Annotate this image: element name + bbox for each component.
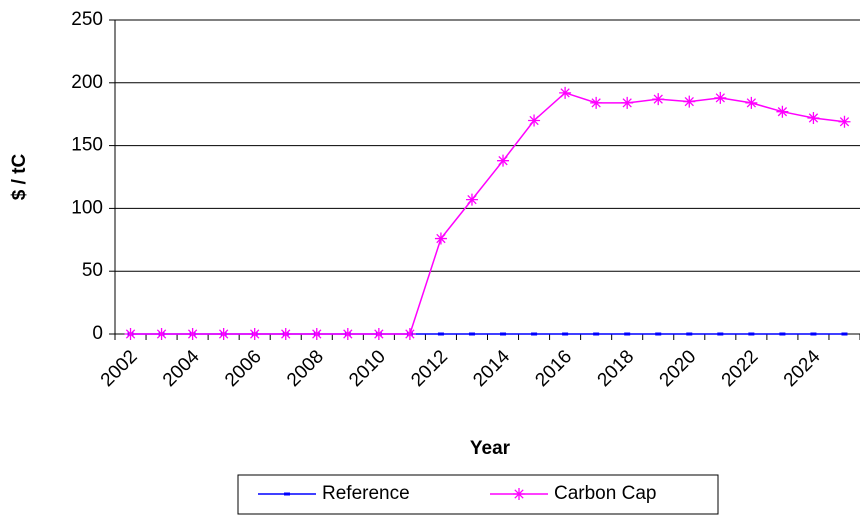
- marker: [497, 154, 510, 167]
- marker: [776, 105, 789, 118]
- legend-marker: [513, 488, 525, 500]
- marker: [559, 86, 572, 99]
- marker: [686, 332, 693, 336]
- marker: [531, 332, 538, 336]
- marker: [437, 332, 444, 336]
- marker: [590, 96, 603, 109]
- marker: [621, 96, 634, 109]
- marker: [341, 328, 354, 340]
- marker: [810, 332, 817, 336]
- x-tick-label: 2020: [656, 346, 701, 391]
- x-tick-label: 2004: [159, 346, 204, 391]
- y-tick-label: 50: [82, 260, 103, 281]
- marker: [652, 93, 665, 106]
- marker: [807, 111, 820, 124]
- x-tick-label: 2008: [283, 346, 328, 391]
- marker: [155, 328, 168, 340]
- marker: [434, 232, 447, 245]
- marker: [124, 328, 137, 340]
- marker: [279, 328, 292, 340]
- marker: [593, 332, 600, 336]
- marker: [403, 328, 416, 340]
- x-tick-label: 2006: [221, 346, 266, 391]
- x-tick-label: 2016: [531, 346, 576, 391]
- x-tick-label: 2024: [780, 346, 825, 391]
- x-tick-label: 2010: [345, 346, 390, 391]
- y-tick-label: 0: [92, 323, 103, 344]
- x-tick-label: 2022: [718, 346, 763, 391]
- y-tick-label: 100: [71, 197, 103, 218]
- legend-label: Reference: [322, 483, 410, 504]
- marker: [372, 328, 385, 340]
- marker: [748, 332, 755, 336]
- x-axis-title: Year: [470, 438, 511, 459]
- marker: [500, 332, 507, 336]
- marker: [310, 328, 323, 340]
- marker: [838, 115, 851, 128]
- marker: [714, 91, 727, 104]
- marker: [468, 332, 475, 336]
- x-tick-label: 2012: [407, 346, 452, 391]
- marker: [745, 96, 758, 109]
- y-tick-label: 200: [71, 72, 103, 93]
- series-line: [130, 92, 845, 335]
- marker: [717, 332, 724, 336]
- y-tick-label: 150: [71, 135, 103, 156]
- marker: [528, 114, 541, 127]
- legend-box: [237, 474, 719, 515]
- marker: [624, 332, 631, 336]
- marker: [248, 328, 261, 340]
- marker: [186, 328, 199, 340]
- marker: [562, 332, 569, 336]
- marker: [841, 332, 848, 336]
- marker: [655, 332, 662, 336]
- legend-label: Carbon Cap: [554, 483, 656, 504]
- marker: [465, 193, 478, 206]
- x-tick-label: 2014: [469, 346, 514, 391]
- marker: [683, 95, 696, 108]
- x-tick-label: 2018: [594, 346, 639, 391]
- marker: [217, 328, 230, 340]
- y-axis-title: $ / tC: [9, 153, 30, 200]
- y-tick-label: 250: [71, 9, 103, 30]
- x-tick-label: 2002: [97, 346, 142, 391]
- marker: [779, 332, 786, 336]
- legend-marker: [284, 492, 290, 496]
